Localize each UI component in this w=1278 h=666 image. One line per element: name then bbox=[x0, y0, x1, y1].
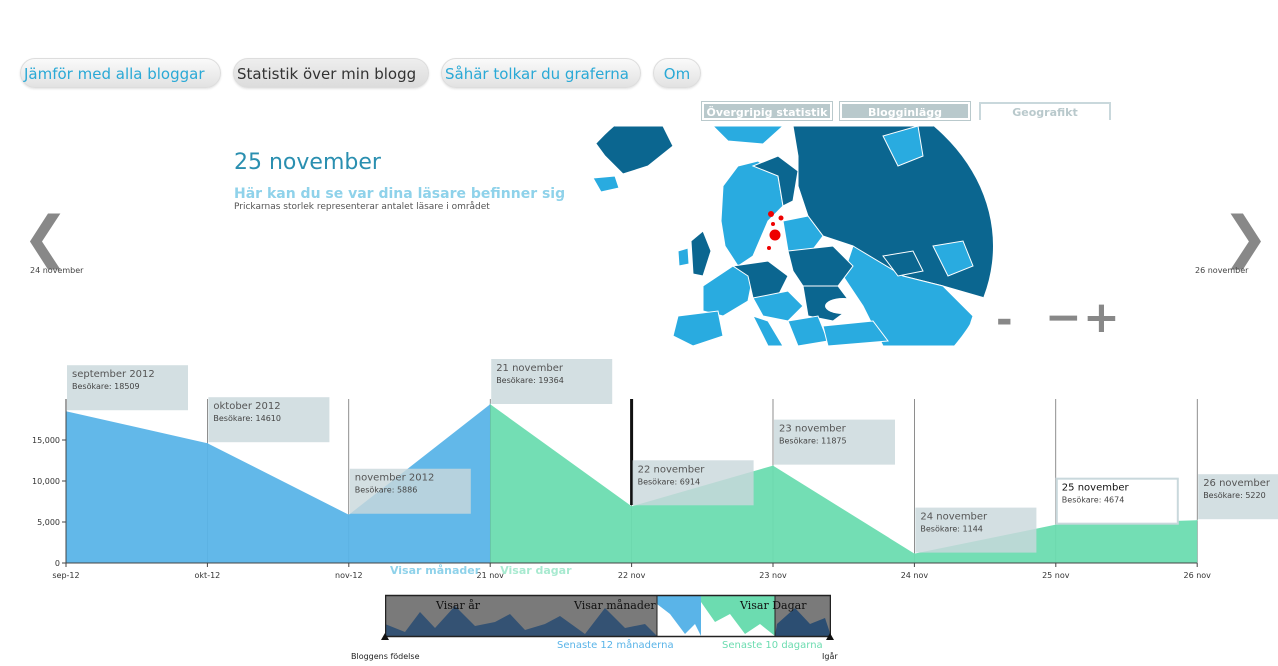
x-tick-label: 26 nov bbox=[1183, 571, 1211, 580]
brush-days-footer: Senaste 10 dagarna bbox=[722, 640, 823, 651]
tooltip: 23 november Besökare: 11875 bbox=[774, 419, 895, 465]
timeline-brush[interactable] bbox=[385, 594, 831, 638]
brush-start-label: Bloggens födelse bbox=[351, 652, 420, 661]
series-area-days bbox=[490, 404, 1198, 563]
data-point bbox=[913, 553, 915, 555]
tooltip: 21 november Besökare: 19364 bbox=[491, 359, 613, 404]
globe-map[interactable] bbox=[553, 126, 995, 346]
tab-blog-posts[interactable]: Blogginlägg bbox=[839, 101, 971, 121]
reader-dot bbox=[778, 215, 784, 221]
reader-dot bbox=[768, 211, 774, 217]
nav-how-to-read[interactable]: Såhär tolkar du graferna bbox=[441, 58, 641, 88]
tooltip-value: Besökare: 18509 bbox=[72, 382, 140, 391]
brush-end-marker-icon[interactable] bbox=[826, 633, 834, 640]
y-tick-label: 10,000 bbox=[32, 477, 60, 486]
tooltip-box bbox=[491, 359, 613, 404]
tooltip: 22 november Besökare: 6914 bbox=[632, 460, 754, 506]
tooltip-value: Besökare: 5886 bbox=[355, 486, 418, 495]
tooltip-box bbox=[208, 397, 330, 443]
reader-dot bbox=[771, 222, 775, 226]
mode-label-days: Visar dagar bbox=[500, 564, 572, 577]
tooltip-value: Besökare: 1144 bbox=[920, 525, 983, 534]
brush-days-label: Visar Dagar bbox=[740, 599, 807, 612]
prev-day-arrow-icon[interactable]: ❮ bbox=[22, 205, 69, 270]
nav-compare-all-blogs[interactable]: Jämför med alla bloggar bbox=[20, 58, 221, 88]
brush-start-marker-icon[interactable] bbox=[381, 633, 389, 640]
tooltip-value: Besökare: 6914 bbox=[638, 477, 701, 486]
zoom-in-icon[interactable]: + bbox=[1083, 292, 1120, 343]
series-area-months bbox=[66, 404, 491, 563]
data-point bbox=[489, 403, 491, 405]
next-day-label[interactable]: 26 november bbox=[1195, 266, 1249, 275]
map-subtitle: Här kan du se var dina läsare befinner s… bbox=[234, 186, 566, 202]
tooltip-value: Besökare: 11875 bbox=[779, 437, 847, 446]
selected-date-title: 25 november bbox=[234, 150, 381, 175]
tooltip-title: 26 november bbox=[1203, 478, 1271, 489]
tooltip-box bbox=[632, 460, 754, 506]
nav-my-blog-stats[interactable]: Statistik över min blogg bbox=[233, 58, 429, 88]
tab-overall-stats[interactable]: Övergripig statistik bbox=[701, 101, 833, 121]
y-tick-label: 0 bbox=[55, 559, 60, 568]
tooltip-value: Besökare: 5220 bbox=[1203, 491, 1266, 500]
next-day-arrow-icon[interactable]: ❯ bbox=[1222, 205, 1269, 270]
reader-dot bbox=[769, 229, 781, 241]
brush-end-label: Igår bbox=[822, 652, 838, 661]
x-tick-label: 21 nov bbox=[476, 571, 504, 580]
data-point bbox=[772, 465, 774, 467]
tooltip-box bbox=[915, 507, 1037, 553]
tooltip-box bbox=[1055, 477, 1179, 525]
tooltip-value: Besökare: 4674 bbox=[1062, 496, 1125, 505]
tooltip-box bbox=[67, 365, 188, 411]
tooltip: 24 november Besökare: 1144 bbox=[915, 507, 1037, 553]
tooltip-title: 22 november bbox=[638, 464, 706, 475]
x-tick-label: nov-12 bbox=[335, 571, 363, 580]
tooltip-title: 21 november bbox=[496, 363, 564, 374]
visitor-area-chart: 0 5,000 10,000 15,000 sep-12 okt-12 nov-12 21 n… bbox=[32, 359, 1278, 580]
tooltip-title: 25 november bbox=[1062, 483, 1130, 494]
tooltip-box bbox=[1198, 474, 1278, 520]
x-tick-label: 25 nov bbox=[1042, 571, 1070, 580]
tooltip-title: 23 november bbox=[779, 424, 847, 435]
reader-dot bbox=[767, 246, 771, 250]
y-tick-label: 5,000 bbox=[37, 518, 60, 527]
tooltip-title: september 2012 bbox=[72, 369, 155, 380]
tooltip-box bbox=[774, 419, 895, 465]
tooltip-value: Besökare: 14610 bbox=[213, 414, 281, 423]
tooltip: oktober 2012 Besökare: 14610 bbox=[208, 397, 330, 443]
brush-years-label: Visar år bbox=[436, 599, 481, 612]
data-point bbox=[1196, 519, 1198, 521]
nav-about[interactable]: Om bbox=[653, 58, 701, 88]
tooltip: november 2012 Besökare: 5886 bbox=[349, 468, 471, 514]
x-tick-label: okt-12 bbox=[195, 571, 221, 580]
map-note: Prickarnas storlek representerar antalet… bbox=[234, 202, 490, 212]
y-tick-label: 15,000 bbox=[32, 436, 60, 445]
data-point bbox=[348, 514, 350, 516]
tooltip: september 2012 Besökare: 18509 bbox=[67, 365, 188, 411]
data-point bbox=[631, 505, 633, 507]
tooltip: 26 november Besökare: 5220 bbox=[1198, 474, 1278, 520]
x-tick-label: 24 nov bbox=[901, 571, 929, 580]
main-nav: Jämför med alla bloggar Statistik över m… bbox=[20, 58, 701, 88]
data-point bbox=[206, 442, 208, 444]
prev-day-label[interactable]: 24 november bbox=[30, 266, 84, 275]
x-tick-label: sep-12 bbox=[52, 571, 79, 580]
mode-label-months: Visar månader bbox=[390, 564, 481, 577]
tab-geography[interactable]: Geografikt bbox=[979, 102, 1111, 120]
brush-months-footer: Senaste 12 månaderna bbox=[557, 640, 674, 651]
tooltip-title: 24 november bbox=[920, 512, 988, 523]
tooltip-title: oktober 2012 bbox=[213, 401, 280, 412]
zoom-reset-icon[interactable]: - bbox=[996, 297, 1013, 343]
brush-months-label: Visar månader bbox=[574, 599, 656, 612]
x-tick-label: 23 nov bbox=[759, 571, 787, 580]
tooltip: 25 november Besökare: 4674 bbox=[1055, 477, 1179, 525]
tooltip-value: Besökare: 19364 bbox=[496, 376, 564, 385]
tooltip-title: november 2012 bbox=[355, 473, 435, 484]
zoom-out-icon[interactable]: − bbox=[1045, 292, 1082, 343]
tooltip-box bbox=[349, 468, 471, 514]
x-tick-label: 22 nov bbox=[618, 571, 646, 580]
